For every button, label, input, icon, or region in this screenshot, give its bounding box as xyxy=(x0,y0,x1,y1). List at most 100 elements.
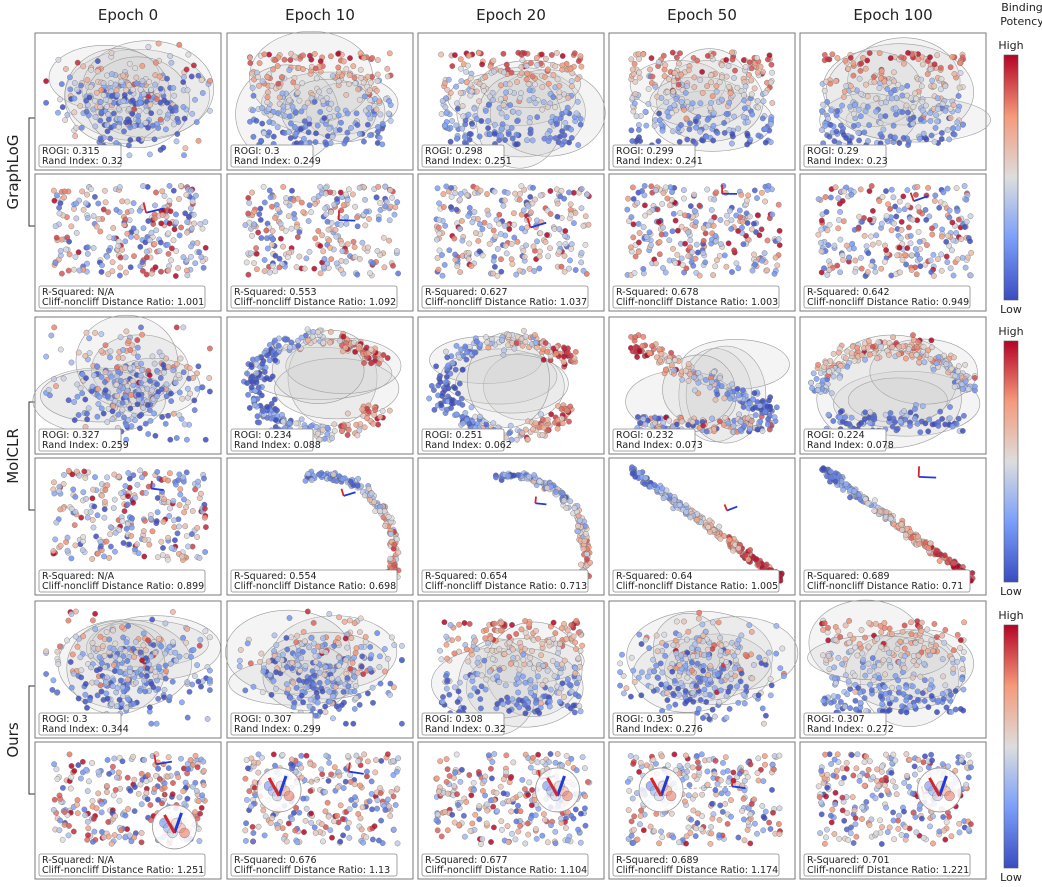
scatter-point xyxy=(925,428,932,435)
scatter-point xyxy=(329,435,335,442)
scatter-point xyxy=(835,225,842,232)
scatter-point xyxy=(89,556,96,562)
scatter-point xyxy=(340,58,347,65)
scatter-point xyxy=(120,98,127,104)
scatter-point xyxy=(537,230,544,237)
scatter-point xyxy=(107,348,114,355)
scatter-point xyxy=(728,226,735,232)
scatter-point xyxy=(458,78,465,84)
scatter-point xyxy=(523,76,530,83)
scatter-point xyxy=(379,141,386,148)
scatter-point xyxy=(245,391,251,398)
scatter-point xyxy=(518,90,524,97)
scatter-point xyxy=(259,360,266,367)
scatter-point xyxy=(442,104,449,110)
scatter-point xyxy=(137,372,144,379)
scatter-point xyxy=(895,343,902,350)
scatter-point xyxy=(693,124,699,131)
scatter-point xyxy=(749,267,756,274)
scatter-point xyxy=(700,237,707,244)
scatter-point xyxy=(339,248,346,254)
scatter-point xyxy=(954,208,961,214)
scatter-point xyxy=(840,256,846,263)
scatter-point xyxy=(552,104,558,111)
scatter-point xyxy=(154,381,160,388)
scatter-point xyxy=(249,70,255,77)
scatter-point xyxy=(104,253,111,260)
scatter-point xyxy=(266,357,273,364)
scatter-point xyxy=(724,212,730,219)
scatter-point xyxy=(534,62,540,68)
scatter-point xyxy=(132,494,139,501)
scatter-point xyxy=(660,224,666,231)
scatter-point xyxy=(754,195,760,201)
scatter-point xyxy=(536,253,543,260)
scatter-point xyxy=(697,77,704,83)
scatter-point xyxy=(112,548,118,555)
scatter-point xyxy=(362,196,368,203)
scatter-point xyxy=(158,386,165,393)
scatter-point xyxy=(134,344,141,351)
scatter-point xyxy=(498,256,504,263)
scatter-point xyxy=(326,237,332,244)
scatter-point xyxy=(375,124,381,130)
scatter-point xyxy=(841,188,848,195)
scatter-point xyxy=(699,69,705,75)
scatter-point xyxy=(170,498,177,504)
scatter-point xyxy=(954,256,961,263)
rand-index-value: Rand Index: 0.259 xyxy=(42,440,129,451)
scatter-point xyxy=(57,506,64,513)
scatter-point xyxy=(835,349,842,356)
scatter-point xyxy=(506,430,513,436)
scatter-point xyxy=(656,251,663,258)
scatter-point xyxy=(178,183,184,189)
scatter-point xyxy=(207,345,213,352)
scatter-point xyxy=(293,224,300,230)
scatter-point xyxy=(130,200,137,206)
scatter-point xyxy=(106,234,113,241)
scatter-point xyxy=(134,541,140,548)
scatter-point xyxy=(848,414,855,421)
scatter-point xyxy=(697,374,704,381)
scatter-point xyxy=(540,424,547,431)
scatter-point xyxy=(61,188,68,195)
scatter-point xyxy=(125,338,132,344)
scatter-point xyxy=(99,262,105,269)
scatter-point xyxy=(679,376,686,383)
scatter-point xyxy=(833,78,839,84)
scatter-point xyxy=(957,70,964,76)
scatter-point xyxy=(51,197,58,204)
scatter-point xyxy=(917,263,924,270)
scatter-point xyxy=(181,509,187,516)
scatter-point xyxy=(259,105,265,111)
scatter-point xyxy=(862,409,869,416)
scatter-point xyxy=(128,208,135,214)
scatter-point xyxy=(913,352,920,358)
scatter-point xyxy=(360,79,367,86)
scatter-point xyxy=(368,79,374,86)
scatter-point xyxy=(500,50,507,57)
scatter-point xyxy=(518,183,525,189)
scatter-point xyxy=(206,375,213,381)
scatter-point xyxy=(628,56,635,63)
scatter-point xyxy=(186,365,193,372)
scatter-point xyxy=(138,324,144,331)
scatter-point xyxy=(543,55,549,62)
scatter-point xyxy=(395,549,402,556)
scatter-point xyxy=(498,268,505,275)
scatter-point xyxy=(365,244,371,251)
scatter-point xyxy=(298,334,305,341)
scatter-point xyxy=(84,251,91,257)
scatter-point xyxy=(520,247,527,254)
scatter-point xyxy=(272,337,278,344)
scatter-point xyxy=(459,414,466,420)
scatter-point xyxy=(250,107,256,114)
scatter-point xyxy=(109,71,115,77)
scatter-point xyxy=(708,72,714,79)
scatter-point xyxy=(295,342,302,349)
scatter-point xyxy=(86,335,93,342)
scatter-point xyxy=(503,114,510,120)
scatter-point xyxy=(776,227,783,234)
scatter-point xyxy=(279,74,285,80)
